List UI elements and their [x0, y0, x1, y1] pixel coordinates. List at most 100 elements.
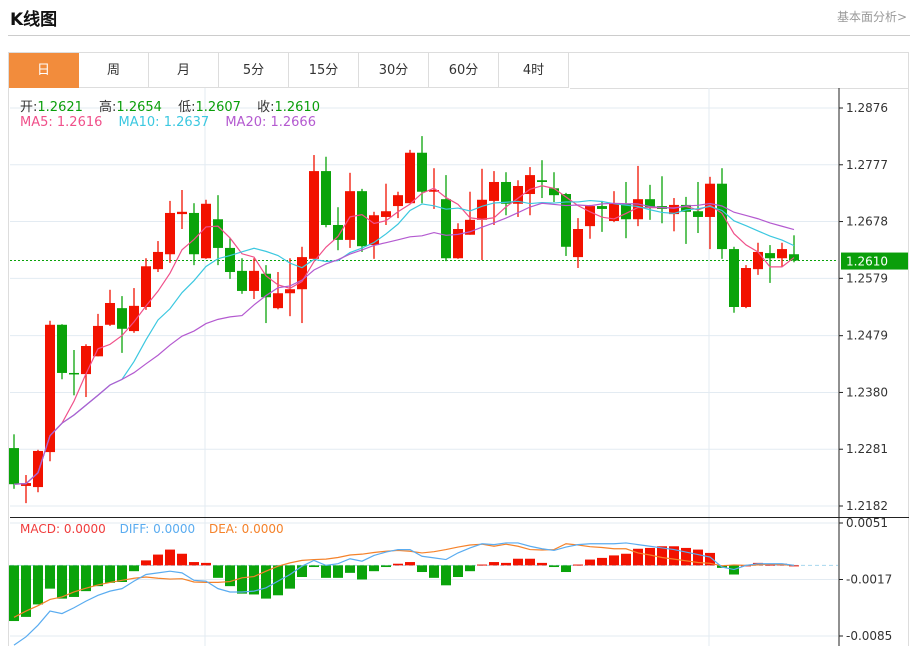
candle-body [645, 199, 655, 208]
macd-bar [285, 565, 295, 589]
macd-bar [345, 565, 355, 573]
candle-body [489, 181, 499, 201]
candle-body [609, 203, 619, 221]
candle-body [381, 211, 391, 217]
close-label: 收: [257, 100, 275, 115]
candle-body [273, 293, 283, 309]
macd-bar [525, 558, 535, 566]
candle-body [429, 190, 439, 192]
y-tick-label: 1.2777 [846, 158, 888, 172]
macd-bar [537, 562, 547, 566]
candle-body [621, 203, 631, 220]
candle-body [93, 325, 103, 357]
macd-bar [441, 565, 451, 586]
macd-y-tick-label: -0.0085 [846, 629, 892, 643]
candle-body [537, 180, 547, 182]
macd-bar [141, 560, 151, 566]
last-price-badge [841, 252, 908, 270]
candle-body [393, 195, 403, 207]
candle-body [213, 219, 223, 248]
tab-week[interactable]: 周 [79, 53, 149, 88]
candle-body [177, 211, 187, 215]
macd-bar [105, 565, 115, 583]
tab-15min[interactable]: 15分 [289, 53, 359, 88]
macd-bar [477, 564, 487, 566]
chart-container [8, 52, 909, 646]
macd-bar [201, 562, 211, 566]
ma10-line [13, 199, 795, 485]
macd-bar [249, 565, 259, 595]
candle-body [705, 183, 715, 217]
candle-body [129, 305, 139, 332]
dea-line [13, 543, 795, 618]
tab-30min[interactable]: 30分 [359, 53, 429, 88]
macd-bar [33, 565, 43, 605]
high-label: 高: [99, 100, 117, 115]
macd-bar [501, 562, 511, 566]
candle-body [141, 266, 151, 307]
macd-bar [189, 562, 199, 566]
candle-body [165, 212, 175, 255]
candle-body [633, 199, 643, 220]
tab-5min[interactable]: 5分 [219, 53, 289, 88]
tab-month[interactable]: 月 [149, 53, 219, 88]
tab-60min[interactable]: 60分 [429, 53, 499, 88]
y-tick-label: 1.2380 [846, 385, 888, 399]
header-divider [8, 35, 910, 36]
macd-bar [453, 565, 463, 578]
candle-body [369, 215, 379, 246]
y-tick-label: 1.2678 [846, 215, 888, 229]
candle-body [225, 247, 235, 273]
candle-body [741, 268, 751, 307]
macd-bar [633, 548, 643, 566]
ohlc-info: 开:1.2621 高:1.2654 低:1.2607 收:1.2610 [20, 96, 332, 115]
macd-bar [333, 565, 343, 578]
candle-body [45, 324, 55, 453]
macd-bar [513, 558, 523, 566]
candle-body [81, 345, 91, 375]
candle-body [105, 302, 115, 325]
tab-4hour[interactable]: 4时 [499, 53, 569, 88]
close-value: 1.2610 [274, 100, 320, 115]
fundamental-analysis-link[interactable]: 基本面分析> [836, 10, 907, 24]
candle-body [501, 181, 511, 204]
candle-body [753, 251, 763, 270]
macd-bar [657, 546, 667, 566]
low-label: 低: [178, 100, 196, 115]
macd-bar [45, 565, 55, 589]
candle-body [717, 183, 727, 250]
macd-bar [261, 565, 271, 599]
candle-body [237, 270, 247, 291]
candle-body [285, 289, 295, 294]
macd-y-tick-label: -0.0017 [846, 573, 892, 587]
macd-bar [57, 565, 67, 599]
candle-body [477, 199, 487, 220]
macd-bar [309, 565, 319, 568]
macd-bar [465, 565, 475, 572]
macd-bar [21, 565, 31, 617]
macd-y-tick-label: 0.0051 [846, 516, 888, 530]
candle-body [465, 219, 475, 235]
macd-bar [81, 565, 91, 592]
candle-body [585, 206, 595, 227]
macd-bar [573, 564, 583, 566]
candle-body [117, 308, 127, 329]
candle-body [777, 249, 787, 259]
ma5-legend: MA5: 1.2616 [20, 115, 103, 130]
candle-body [57, 324, 67, 373]
high-value: 1.2654 [116, 100, 162, 115]
last-price-label: 1.2610 [846, 255, 888, 269]
candle-body [69, 372, 79, 375]
y-tick-label: 1.2876 [846, 101, 888, 115]
ma20-line [13, 202, 795, 485]
candle-body [357, 191, 367, 247]
macd-bar [273, 565, 283, 596]
tab-day[interactable]: 日 [9, 53, 79, 88]
ma10-legend: MA10: 1.2637 [118, 115, 210, 130]
macd-bar [393, 563, 403, 566]
candle-body [597, 206, 607, 209]
candle-body [33, 450, 43, 488]
candle-body [201, 203, 211, 259]
ma5-line [13, 185, 795, 485]
